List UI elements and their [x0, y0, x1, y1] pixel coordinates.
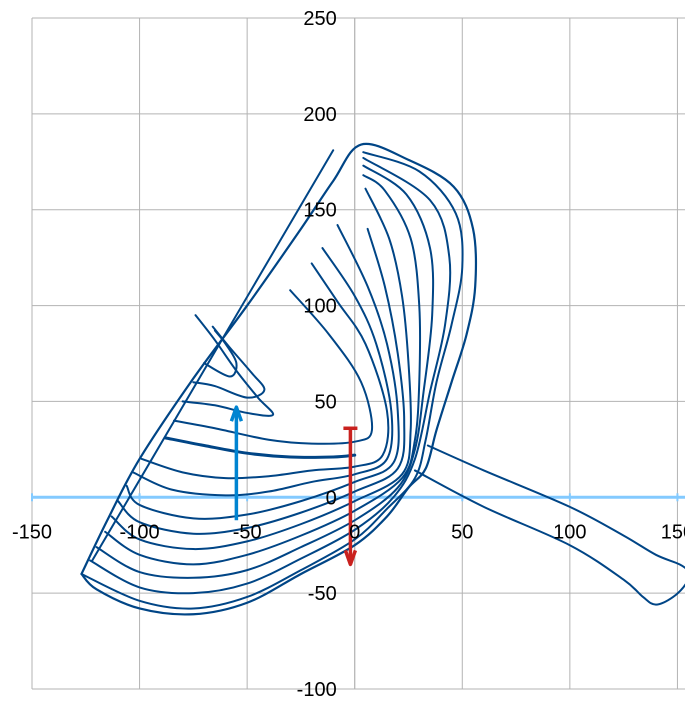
series-section-12 [181, 314, 275, 417]
y-tick-label: 150 [303, 200, 336, 222]
series-keel-handle-16 [413, 444, 685, 606]
series-section-6 [117, 227, 406, 535]
series-outline-0 [80, 142, 478, 616]
x-tick-label: 150 [661, 521, 685, 543]
up-arrow-head [229, 405, 244, 422]
label-layer: -150 -100 -50 0 50 100 150 200 -100 -50 0 50 100 150 2… [12, 8, 685, 701]
y-tick-label: 200 [303, 104, 336, 126]
series-waterline-10 [163, 436, 357, 459]
series-section-4 [104, 174, 422, 566]
series-section-14 [203, 329, 238, 378]
y-tick-label: -50 [308, 583, 337, 605]
x-tick-label: -150 [12, 521, 52, 543]
y-tick-label: 50 [314, 391, 336, 413]
series-deck-line-15 [91, 149, 335, 562]
x-tick-label: 50 [451, 521, 473, 543]
series-section-13 [192, 325, 266, 399]
series-section-7 [125, 224, 400, 520]
y-tick-label: 100 [303, 296, 336, 318]
series-section-1 [80, 151, 464, 610]
series-section-3 [95, 164, 435, 579]
grid-layer [31, 17, 685, 690]
axis-layer [31, 18, 685, 689]
series-section-8 [132, 247, 394, 497]
y-tick-label: 0 [326, 487, 337, 509]
arrow-layer [229, 405, 358, 567]
x-tick-label: 100 [553, 521, 586, 543]
series-layer [80, 142, 685, 616]
series-section-9 [140, 262, 390, 480]
series-section-2 [89, 156, 452, 595]
series-section-11 [172, 289, 374, 445]
series-section-5 [110, 187, 412, 551]
y-tick-label: -100 [297, 679, 337, 701]
down-arrow-head [343, 549, 358, 567]
x-tick-label: -50 [233, 521, 262, 543]
y-tick-label: 250 [303, 8, 336, 30]
x-tick-label: 0 [349, 521, 360, 543]
x-tick-label: -100 [120, 521, 160, 543]
